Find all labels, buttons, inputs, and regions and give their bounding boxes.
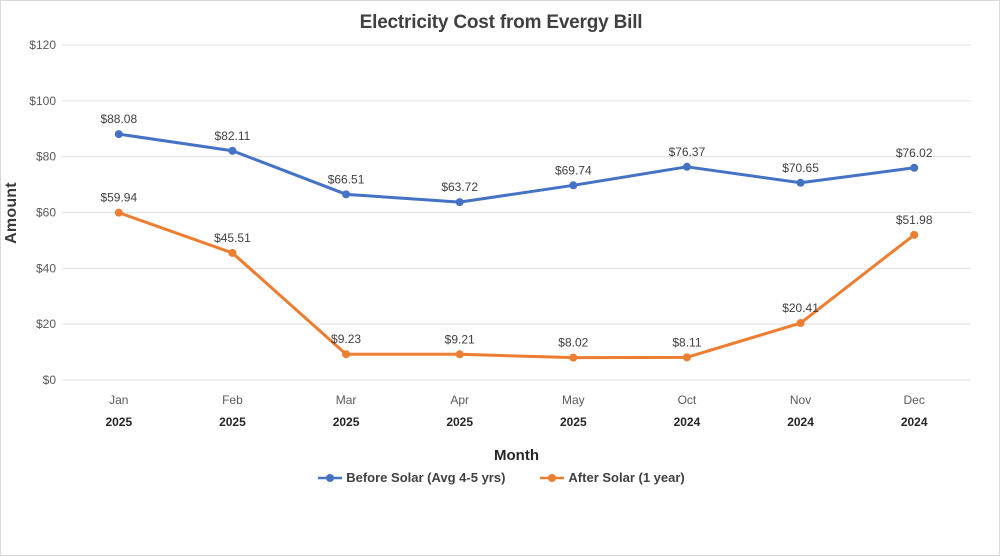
x-tick-year-label: 2025 <box>219 415 246 429</box>
line-chart-plot-area: $0 $20 $40 $60 $80 $100 $120 Jan 2025 Feb 2025 Mar 2… <box>29 38 971 429</box>
legend-item-after-solar: After Solar (1 year) <box>539 470 685 485</box>
data-point-label-before-solar-avg-4-5-yrs: $88.08 <box>100 112 137 126</box>
x-tick-year-label: 2024 <box>787 415 814 429</box>
x-tick-month-label: Jan <box>109 393 128 407</box>
x-tick-month-label: May <box>562 393 585 407</box>
y-tick-label: $40 <box>36 261 56 275</box>
data-point-marker-before-solar-avg-4-5-yrs <box>682 162 691 171</box>
data-point-label-after-solar-1-year: $51.98 <box>896 213 933 227</box>
chart-title: Electricity Cost from Evergy Bill <box>359 12 643 33</box>
x-tick-month-label: Apr <box>450 393 469 407</box>
data-point-marker-after-solar-1-year <box>569 353 578 362</box>
y-tick-label: $0 <box>43 373 57 387</box>
data-point-label-before-solar-avg-4-5-yrs: $63.72 <box>441 180 478 194</box>
data-point-label-before-solar-avg-4-5-yrs: $76.37 <box>669 145 706 159</box>
y-tick-label: $120 <box>29 38 56 52</box>
data-point-marker-before-solar-avg-4-5-yrs <box>228 146 237 155</box>
data-point-label-before-solar-avg-4-5-yrs: $82.11 <box>215 129 251 143</box>
y-tick-label: $60 <box>36 206 56 220</box>
series-line-after-solar-1-year <box>117 211 916 360</box>
data-point-marker-before-solar-avg-4-5-yrs <box>114 130 123 139</box>
data-point-label-after-solar-1-year: $8.11 <box>672 335 701 349</box>
data-point-label-after-solar-1-year: $20.41 <box>782 301 819 315</box>
data-point-marker-after-solar-1-year <box>455 350 464 359</box>
x-tick-year-label: 2025 <box>333 415 360 429</box>
x-tick-month-label: Mar <box>336 393 357 407</box>
legend-label-after-solar: After Solar (1 year) <box>568 470 685 485</box>
data-point-marker-before-solar-avg-4-5-yrs <box>796 178 805 187</box>
data-point-label-after-solar-1-year: $45.51 <box>214 231 251 245</box>
data-point-marker-after-solar-1-year <box>114 208 123 217</box>
data-point-label-before-solar-avg-4-5-yrs: $76.02 <box>896 146 933 160</box>
y-tick-label: $80 <box>36 150 56 164</box>
x-tick-year-label: 2025 <box>105 415 132 429</box>
data-point-marker-after-solar-1-year <box>796 319 805 328</box>
y-tick-label: $20 <box>36 317 56 331</box>
data-point-label-after-solar-1-year: $8.02 <box>558 336 588 350</box>
x-tick-month-label: Feb <box>222 393 243 407</box>
legend-item-before-solar: Before Solar (Avg 4-5 yrs) <box>317 470 505 485</box>
x-tick-year-label: 2025 <box>560 415 587 429</box>
x-tick-year-label: 2025 <box>446 415 473 429</box>
data-point-marker-after-solar-1-year <box>228 248 237 257</box>
legend-marker-dot <box>548 473 557 482</box>
legend-line-marker-icon <box>540 473 565 482</box>
data-point-marker-before-solar-avg-4-5-yrs <box>569 181 578 190</box>
legend-marker-dot <box>326 473 335 482</box>
x-tick-month-label: Dec <box>904 393 925 407</box>
data-point-label-before-solar-avg-4-5-yrs: $70.65 <box>782 161 819 175</box>
data-point-marker-before-solar-avg-4-5-yrs <box>455 198 464 207</box>
x-tick-year-label: 2024 <box>901 415 928 429</box>
data-point-marker-after-solar-1-year <box>682 353 691 362</box>
data-point-marker-after-solar-1-year <box>910 230 919 239</box>
x-axis-title: Month <box>494 447 539 464</box>
series-line-before-solar-avg-4-5-yrs <box>117 132 916 204</box>
y-tick-label: $100 <box>29 94 56 108</box>
legend-label-before-solar: Before Solar (Avg 4-5 yrs) <box>346 470 506 485</box>
x-tick-year-label: 2024 <box>674 415 701 429</box>
data-point-label-after-solar-1-year: $9.23 <box>331 332 361 346</box>
data-point-marker-before-solar-avg-4-5-yrs <box>910 163 919 172</box>
x-tick-month-label: Oct <box>678 393 697 407</box>
legend: Before Solar (Avg 4-5 yrs) After Solar (… <box>1 470 999 485</box>
data-point-label-after-solar-1-year: $9.21 <box>445 332 475 346</box>
x-tick-month-label: Nov <box>790 393 811 407</box>
data-point-marker-before-solar-avg-4-5-yrs <box>342 190 351 199</box>
data-point-marker-after-solar-1-year <box>342 350 351 359</box>
data-point-label-after-solar-1-year: $59.94 <box>100 191 137 205</box>
data-point-label-before-solar-avg-4-5-yrs: $66.51 <box>328 172 365 186</box>
legend-line-marker-icon <box>318 473 343 482</box>
data-point-label-before-solar-avg-4-5-yrs: $69.74 <box>555 163 592 177</box>
